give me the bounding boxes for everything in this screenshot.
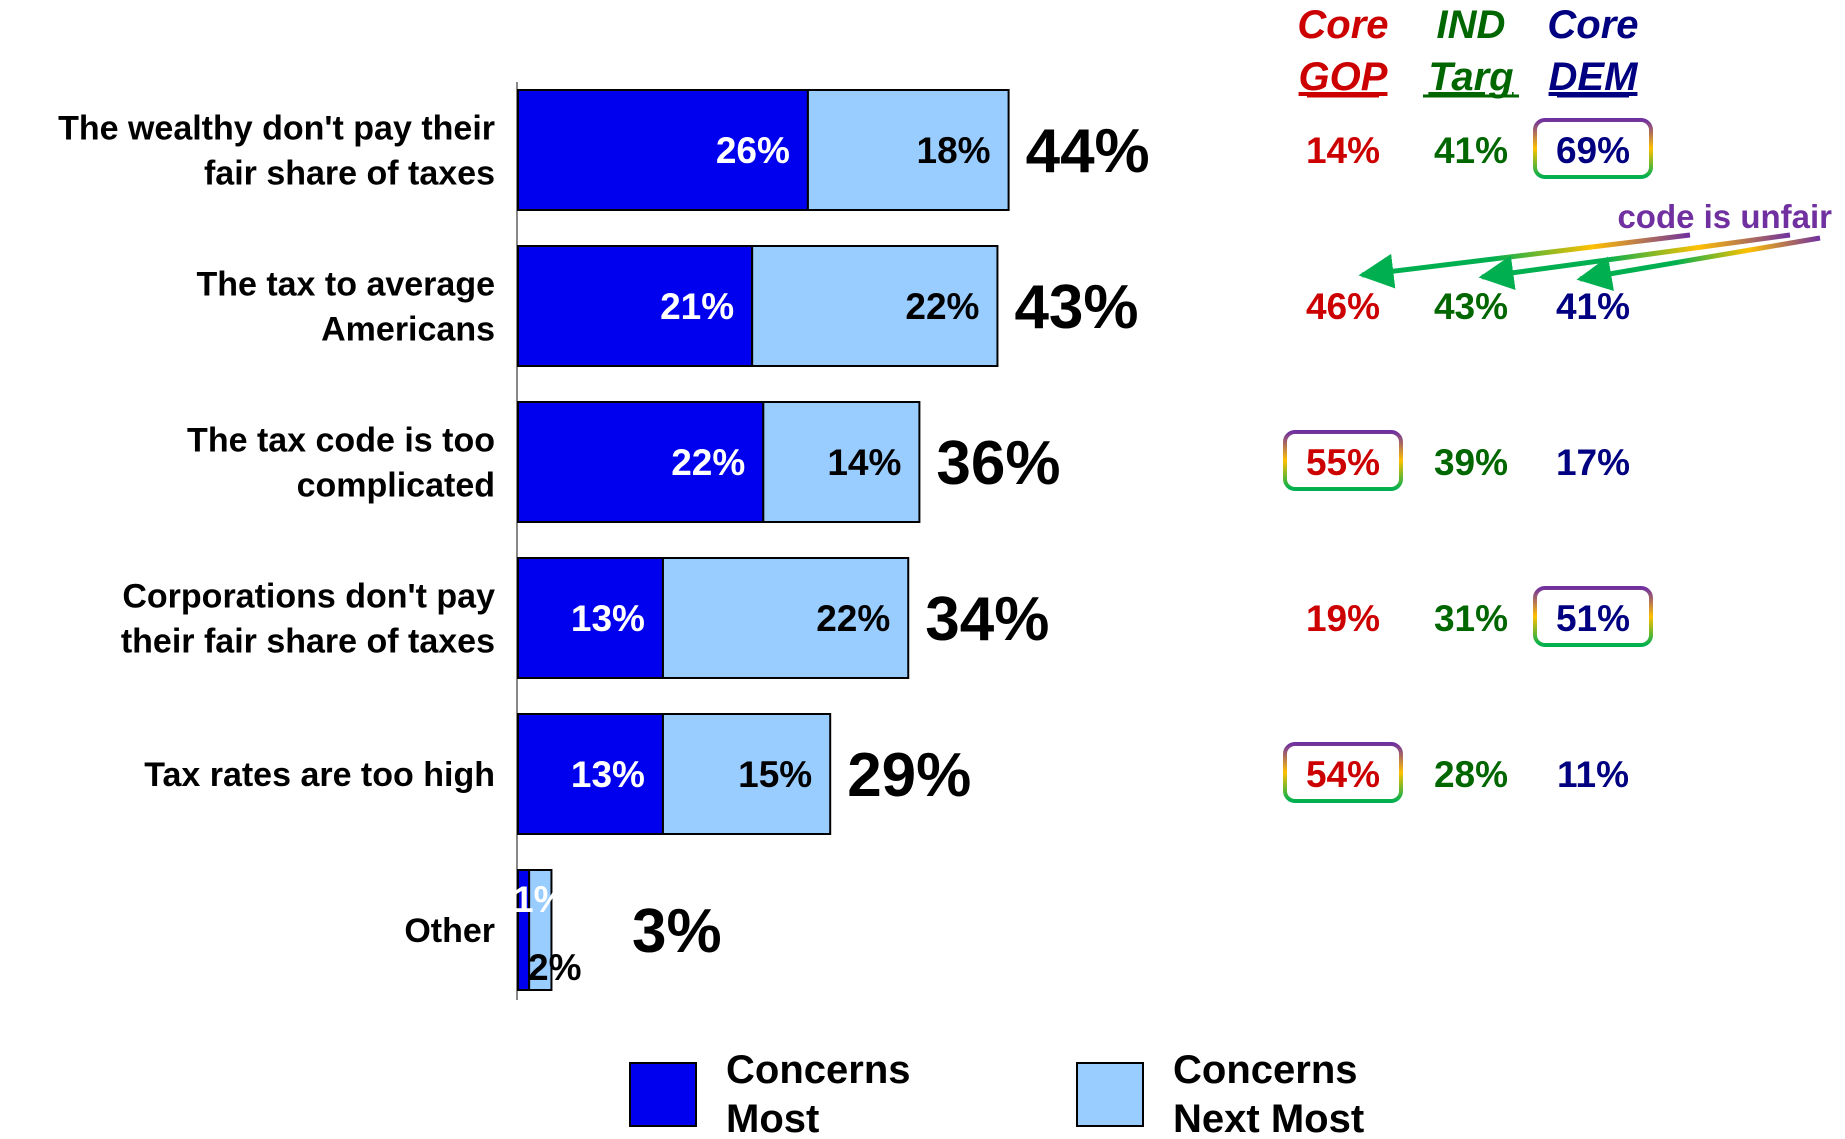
subgroup-value: 41% [1434,130,1508,171]
bar-concerns-next-most [661,557,910,679]
bar-concerns-next-most [762,401,921,523]
subgroup-header: Core [1547,3,1638,47]
legend-label: Most [726,1097,819,1134]
data-label-next-most: 15% [738,754,812,795]
data-label-next-most: 14% [827,442,901,483]
data-label-most: 13% [571,598,645,639]
data-label-most: 22% [671,442,745,483]
data-label-next-most: 2% [528,947,581,988]
category-label: their fair share of taxes [121,623,495,661]
category-label: The tax code is too [187,422,495,460]
category-label: Other [404,912,495,950]
total-label: 34% [925,585,1049,654]
subgroup-value: 17% [1556,442,1630,483]
subgroup-value: 39% [1434,442,1508,483]
total-label: 3% [632,897,722,966]
category-label: The tax to average [196,266,495,304]
total-label: 36% [936,429,1060,498]
bar-concerns-most [517,245,754,367]
total-label: 44% [1026,117,1150,186]
legend-swatch [1076,1062,1144,1127]
data-label-next-most: 22% [905,286,979,327]
subgroup-value: 19% [1306,598,1380,639]
data-label-most: 26% [716,130,790,171]
subgroup-value: 11% [1557,754,1629,795]
subgroup-value: 54% [1306,754,1380,795]
category-label: fair share of taxes [204,155,495,193]
bar-concerns-next-most [751,245,999,367]
data-label-next-most: 22% [816,598,890,639]
subgroup-value: 31% [1434,598,1508,639]
subgroup-value: 41% [1556,286,1630,327]
subgroup-value: 46% [1306,286,1380,327]
data-label-most: 1% [513,879,566,920]
legend-label: Concerns [1173,1048,1358,1092]
data-label-most: 13% [571,754,645,795]
category-label: complicated [297,467,495,505]
subgroup-header: GOP [1299,55,1388,99]
legend-swatch [629,1062,697,1127]
subgroup-value: 55% [1306,442,1380,483]
highlight-box [1533,118,1653,179]
bar-concerns-next-most [661,713,832,835]
subgroup-header: Targ [1428,55,1513,99]
data-label-next-most: 18% [917,130,991,171]
bar-concerns-most [517,89,809,211]
subgroup-header: Core [1297,3,1388,47]
annotation-arrow [1478,232,1791,291]
bar-concerns-next-most [806,89,1010,211]
bar-concerns-next-most [528,869,553,991]
annotation-label: code is unfair [1617,198,1832,235]
highlight-box [1533,586,1653,647]
subgroup-header: IND [1437,3,1506,47]
annotation-arrow [1358,232,1691,289]
subgroup-value: 14% [1306,130,1380,171]
total-label: 43% [1014,273,1138,342]
category-label: Corporations don't pay [122,578,495,616]
total-label: 29% [847,741,971,810]
category-label: Tax rates are too high [144,756,495,794]
category-label: Americans [321,311,495,349]
data-label-most: 21% [660,286,734,327]
annotation-arrow [1576,235,1821,291]
subgroup-header: DEM [1549,55,1640,99]
subgroup-value: 28% [1434,754,1508,795]
legend-label: Concerns [726,1048,911,1092]
category-label: The wealthy don't pay their [58,110,495,148]
bar-concerns-most [517,713,664,835]
highlight-box [1283,430,1403,491]
subgroup-value: 43% [1434,286,1508,327]
highlight-box [1283,742,1403,803]
subgroup-value: 51% [1556,598,1630,639]
legend-label: Next Most [1173,1097,1364,1134]
subgroup-value: 69% [1556,130,1630,171]
